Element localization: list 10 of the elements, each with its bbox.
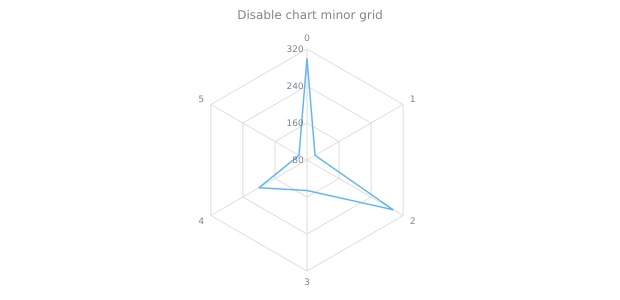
- y-tick-label: 320: [286, 45, 304, 55]
- spoke-label: 3: [304, 278, 310, 288]
- spoke-label: 1: [410, 94, 416, 105]
- spoke-label: 4: [198, 217, 204, 228]
- y-tick-label: 80: [292, 156, 304, 166]
- spoke-label: 2: [410, 217, 416, 228]
- chart-title: Disable chart minor grid: [237, 8, 383, 22]
- spoke-label: 5: [198, 94, 204, 105]
- spoke-label: 0: [304, 34, 310, 44]
- y-tick-label: 240: [286, 82, 304, 92]
